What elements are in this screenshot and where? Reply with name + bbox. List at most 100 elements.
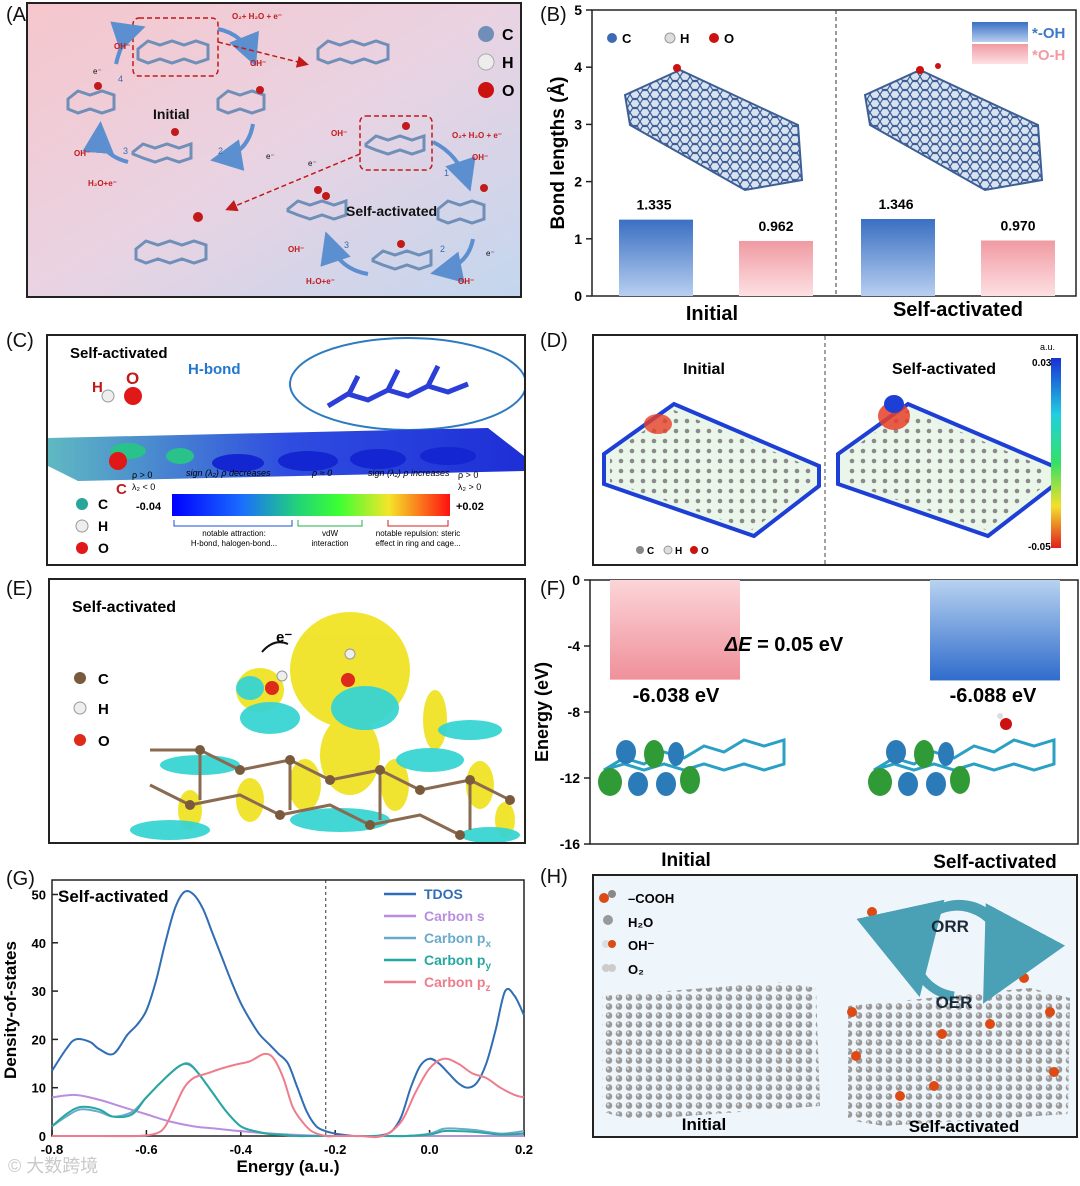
legend-oh: OH⁻ xyxy=(628,938,655,953)
chem-oh: OH⁻ xyxy=(331,129,347,138)
chem-o2: O₂+ H₂O + e⁻ xyxy=(452,131,502,140)
panel-c-title: Self-activated xyxy=(70,345,168,362)
chem-oh: OH⁻ xyxy=(288,245,304,254)
panel-g-xtick-label: -0.8 xyxy=(41,1142,63,1157)
chem-h2o: H₂O+e⁻ xyxy=(88,179,117,188)
panel-c-hbond: H-bond xyxy=(188,361,240,378)
panel-b-ylabel: Bond lengths (Å) xyxy=(548,76,569,229)
panel-c-min: -0.04 xyxy=(136,501,162,513)
chem-e: e⁻ xyxy=(266,152,275,161)
panel-f-initial-energy: -6.038 eV xyxy=(633,685,720,707)
panel-a-initial-label: Initial xyxy=(153,106,190,122)
panel-c-h: H xyxy=(92,379,103,396)
panel-g-ytick-label: 50 xyxy=(32,887,46,902)
panel-d: Initial Self-activated a.u. 0.03 -0.05 C… xyxy=(592,334,1078,566)
rho-increase: sign (λ₂) ρ increases xyxy=(368,468,450,478)
chem-oh: OH⁻ xyxy=(114,42,130,51)
chem-oh: OH⁻ xyxy=(458,277,474,286)
legend-cooh: –COOH xyxy=(628,891,674,906)
panel-h-label: (H) xyxy=(540,866,568,888)
panel-f-self-energy: -6.088 eV xyxy=(950,685,1037,707)
panel-b-label: (B) xyxy=(540,4,567,26)
chem-o2: O₂+ H₂O + e⁻ xyxy=(232,12,282,21)
chem-oh: OH⁻ xyxy=(74,149,90,158)
step-4: 4 xyxy=(118,74,123,84)
panel-g-legend-label: Carbon px xyxy=(424,930,491,950)
panel-g-xtick-label: -0.6 xyxy=(135,1142,157,1157)
panel-g-label: (G) xyxy=(6,868,35,890)
panel-c-max: +0.02 xyxy=(456,501,484,513)
panel-b-ytick-label: 5 xyxy=(574,2,582,18)
rho-right-1: ρ > 0 xyxy=(458,470,478,480)
panel-b-group-initial: Initial xyxy=(686,303,738,325)
panel-e-atom-c: C xyxy=(98,671,109,688)
panel-f-initial: Initial xyxy=(661,850,711,871)
panel-c-atom-o: O xyxy=(98,540,109,556)
legend-o: O xyxy=(502,83,514,100)
panel-b-legend-o-h: *O-H xyxy=(1032,47,1065,64)
legend-h2o: H₂O xyxy=(628,915,653,930)
panel-f-ylabel: Energy (eV) xyxy=(532,662,552,762)
panel-b-bar-value: 1.335 xyxy=(636,197,671,213)
panel-g-series-line xyxy=(52,1052,525,1139)
panel-g-xtick-label: -0.2 xyxy=(324,1142,346,1157)
panel-b-atom-h: H xyxy=(680,31,689,46)
rho-left-1: ρ > 0 xyxy=(132,470,152,480)
panel-d-atom-c: C xyxy=(647,546,654,557)
panel-b-bar xyxy=(739,240,813,296)
panel-d-label: (D) xyxy=(540,330,568,352)
panel-e-electron: e⁻ xyxy=(276,629,292,646)
panel-g-series-line xyxy=(51,890,525,1138)
panel-g-xtick-label: 0.0 xyxy=(421,1142,439,1157)
panel-f-chart: Energy (eV) 0 -4 -8 -12 -16 ΔE = 0.05 eV -6.… xyxy=(532,572,1079,873)
panel-h-oer: OER xyxy=(936,993,973,1012)
panel-g-ytick-label: 30 xyxy=(32,984,46,999)
panel-a: Initial Self-activated OH⁻ O₂+ H₂O + e⁻ … xyxy=(26,2,522,298)
panel-g-legend-label: Carbon s xyxy=(424,908,485,924)
chem-oh: OH⁻ xyxy=(250,59,266,68)
panel-d-colorbar xyxy=(1051,358,1061,548)
panel-c-colorbar xyxy=(172,494,450,516)
panel-d-atom-h: H xyxy=(675,546,682,557)
panel-b-ytick-label: 0 xyxy=(574,288,582,304)
panel-d-atom-o: O xyxy=(701,546,709,557)
panel-f-orbital-self xyxy=(868,713,1056,796)
note-attraction-1: notable attraction: xyxy=(202,529,266,538)
panel-g-legend-label: TDOS xyxy=(424,886,463,902)
chem-e: e⁻ xyxy=(308,159,317,168)
chem-e: e⁻ xyxy=(486,249,495,258)
panel-g-ytick-label: 0 xyxy=(39,1129,46,1144)
panel-f-bar xyxy=(610,580,740,680)
step-2: 2 xyxy=(440,244,445,254)
panel-c-o: O xyxy=(126,369,139,388)
step-3: 3 xyxy=(123,146,128,156)
panel-b-ytick-label: 1 xyxy=(574,231,582,247)
legend-o2: O₂ xyxy=(628,962,644,977)
panel-h-legend: –COOH H₂O OH⁻ O₂ xyxy=(599,890,674,977)
panel-c-atom-c: C xyxy=(98,496,108,512)
panel-b-bar-value: 0.970 xyxy=(1000,218,1035,234)
panel-h-orr: ORR xyxy=(931,917,969,936)
panel-b-bar xyxy=(981,240,1055,296)
panel-f-ytick-label: -16 xyxy=(560,836,580,852)
panel-b-bar-value: 1.346 xyxy=(878,196,913,212)
note-vdw-1: vdW xyxy=(322,529,338,538)
panel-b-group-self: Self-activated xyxy=(893,299,1023,321)
panel-e: Self-activated e⁻ xyxy=(48,578,526,844)
panel-b-ytick-label: 3 xyxy=(574,116,582,132)
panel-g-xtick-label: -0.4 xyxy=(230,1142,253,1157)
panel-e-atom-o: O xyxy=(98,733,110,750)
rho-decrease: sign (λ₂) ρ decreases xyxy=(186,468,271,478)
panel-g-xlabel: Energy (a.u.) xyxy=(237,1157,340,1176)
panel-f-bar xyxy=(930,580,1060,681)
panel-g-chart: Density-of-states Energy (a.u.) Self-act… xyxy=(1,879,533,1176)
panel-b-ytick-label: 4 xyxy=(574,59,582,75)
panel-f-ytick-label: -4 xyxy=(568,638,581,654)
panel-c-c: C xyxy=(116,481,127,498)
note-repulsion-2: effect in ring and cage... xyxy=(375,539,460,548)
svg-text:ΔE = 0.05 eV: ΔE = 0.05 eV xyxy=(724,634,844,656)
panel-g-ytick-label: 40 xyxy=(32,936,46,951)
panel-c: Self-activated H-bond H O C ρ > 0 λ₂ < 0… xyxy=(46,334,526,566)
panel-h: –COOH H₂O OH⁻ O₂ ORR OER Initial Self-ac… xyxy=(592,874,1078,1138)
panel-e-atom-h: H xyxy=(98,701,109,718)
